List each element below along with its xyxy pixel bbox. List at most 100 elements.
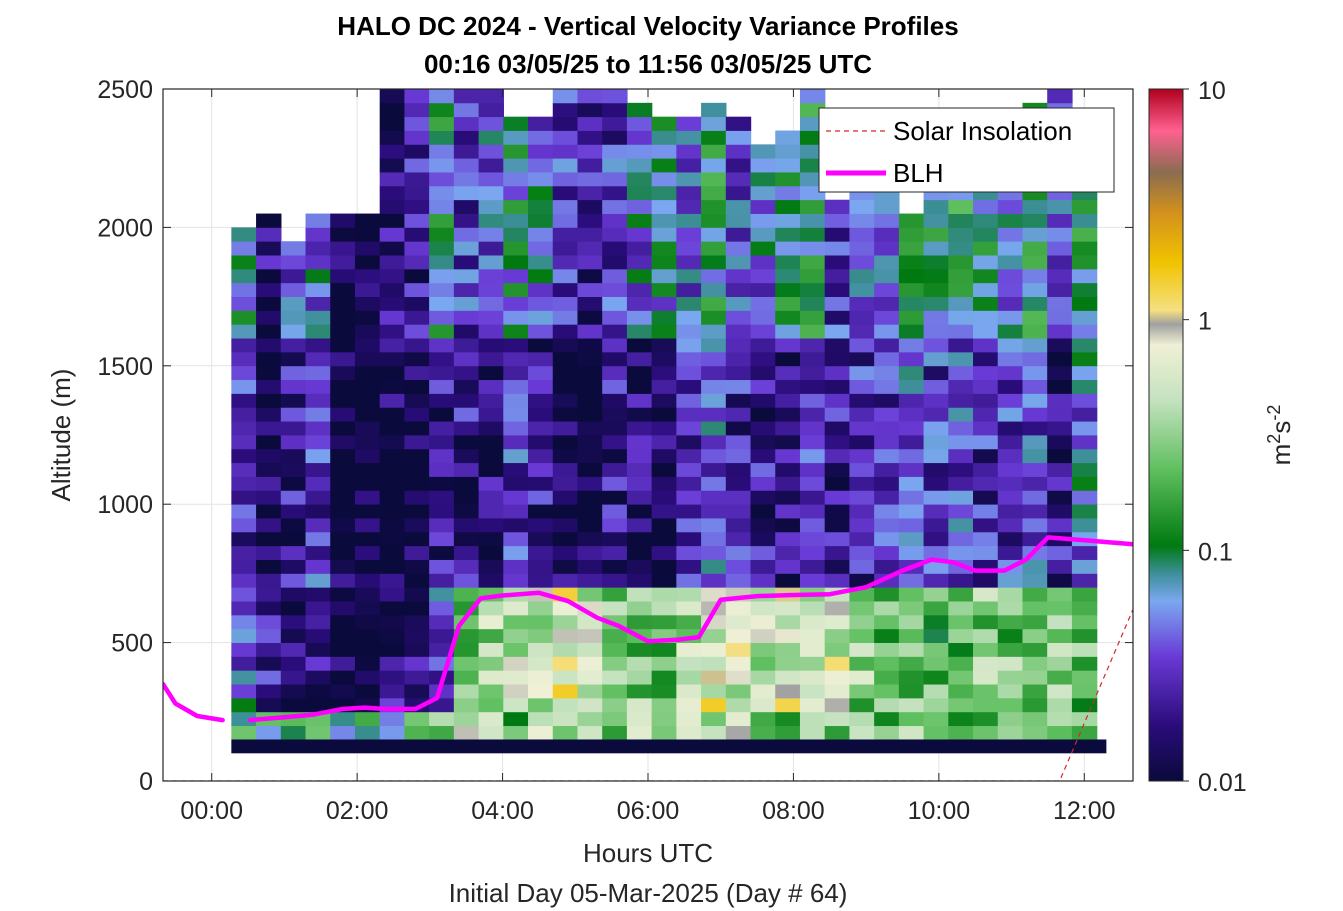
variance-cell xyxy=(1022,435,1048,450)
variance-cell xyxy=(676,144,702,159)
variance-cell xyxy=(923,282,949,297)
variance-cell xyxy=(528,324,554,339)
variance-cell xyxy=(231,476,257,491)
variance-cell xyxy=(1022,324,1048,339)
variance-cell xyxy=(354,656,381,671)
variance-cell xyxy=(280,324,307,339)
variance-cell xyxy=(404,185,430,201)
variance-cell xyxy=(874,351,900,367)
variance-cell xyxy=(379,365,406,381)
variance-cell xyxy=(602,102,628,118)
variance-cell xyxy=(478,476,504,491)
variance-cell xyxy=(651,476,678,491)
variance-cell xyxy=(775,310,801,325)
variance-cell xyxy=(1022,379,1048,394)
variance-cell xyxy=(948,199,974,214)
variance-cell xyxy=(948,241,974,256)
variance-cell xyxy=(478,725,504,740)
variance-cell xyxy=(404,711,430,727)
variance-cell xyxy=(256,241,282,256)
variance-cell xyxy=(701,172,727,187)
variance-cell xyxy=(651,268,678,284)
variance-cell xyxy=(775,697,801,713)
variance-cell xyxy=(1022,407,1048,422)
variance-cell xyxy=(429,628,455,643)
variance-cell xyxy=(676,296,702,311)
variance-cell xyxy=(404,559,430,574)
variance-cell xyxy=(1022,601,1048,616)
x-axis-label: Hours UTC xyxy=(583,838,713,868)
variance-cell xyxy=(503,614,529,630)
variance-cell xyxy=(651,172,678,187)
variance-cell xyxy=(849,282,875,297)
variance-cell xyxy=(256,601,282,616)
variance-cell xyxy=(379,559,406,574)
variance-cell xyxy=(453,365,480,381)
variance-cell xyxy=(824,379,851,394)
variance-cell xyxy=(354,711,381,727)
variance-cell xyxy=(602,448,628,464)
variance-cell xyxy=(997,199,1024,214)
variance-cell xyxy=(799,351,826,367)
variance-cell xyxy=(528,227,554,242)
variance-cell xyxy=(577,158,603,173)
variance-cell xyxy=(799,268,826,284)
variance-cell xyxy=(874,282,900,297)
variance-cell xyxy=(1071,628,1098,643)
variance-cell xyxy=(379,670,406,685)
variance-cell xyxy=(626,379,653,394)
x-tick-label: 04:00 xyxy=(471,797,534,825)
variance-cell xyxy=(478,407,504,422)
variance-cell xyxy=(354,587,381,602)
variance-cell xyxy=(948,296,974,311)
variance-cell xyxy=(824,351,851,367)
x-tick-label: 00:00 xyxy=(180,797,243,825)
variance-cell xyxy=(799,282,826,297)
variance-cell xyxy=(503,144,529,159)
variance-cell xyxy=(997,545,1024,560)
variance-cell xyxy=(503,504,529,519)
variance-cell xyxy=(305,601,331,616)
colorbar-label-unit: m xyxy=(1266,444,1296,466)
variance-cell xyxy=(429,476,455,491)
variance-cell xyxy=(330,490,356,505)
variance-cell xyxy=(602,711,628,727)
variance-cell xyxy=(503,573,529,588)
variance-cell xyxy=(354,614,381,630)
variance-cell xyxy=(725,684,752,699)
variance-cell xyxy=(404,642,430,657)
variance-cell xyxy=(997,573,1024,588)
variance-cell xyxy=(725,725,752,740)
variance-cell xyxy=(478,296,504,311)
variance-cell xyxy=(997,282,1024,297)
variance-cell xyxy=(256,435,282,450)
variance-cell xyxy=(849,213,875,228)
variance-cell xyxy=(799,684,826,699)
colorbar-gradient xyxy=(1148,88,1184,782)
y-tick-label: 1000 xyxy=(97,491,153,519)
variance-cell xyxy=(429,462,455,477)
variance-cell xyxy=(453,130,480,145)
variance-cell xyxy=(1022,559,1048,574)
variance-cell xyxy=(651,670,678,685)
variance-cell xyxy=(775,130,801,145)
variance-cell xyxy=(478,504,504,519)
variance-cell xyxy=(602,573,628,588)
variance-cell xyxy=(725,144,752,159)
variance-cell xyxy=(577,476,603,491)
variance-cell xyxy=(799,573,826,588)
variance-cell xyxy=(305,462,331,477)
variance-cell xyxy=(231,573,257,588)
variance-cell xyxy=(997,490,1024,505)
variance-cell xyxy=(256,670,282,685)
variance-cell xyxy=(973,614,999,630)
variance-cell xyxy=(231,351,257,367)
variance-cell xyxy=(256,725,282,740)
variance-cell xyxy=(330,435,356,450)
variance-cell xyxy=(799,365,826,381)
variance-cell xyxy=(824,684,851,699)
variance-cell xyxy=(552,185,579,201)
variance-cell xyxy=(429,407,455,422)
variance-cell xyxy=(874,227,900,242)
variance-cell xyxy=(1047,227,1073,242)
